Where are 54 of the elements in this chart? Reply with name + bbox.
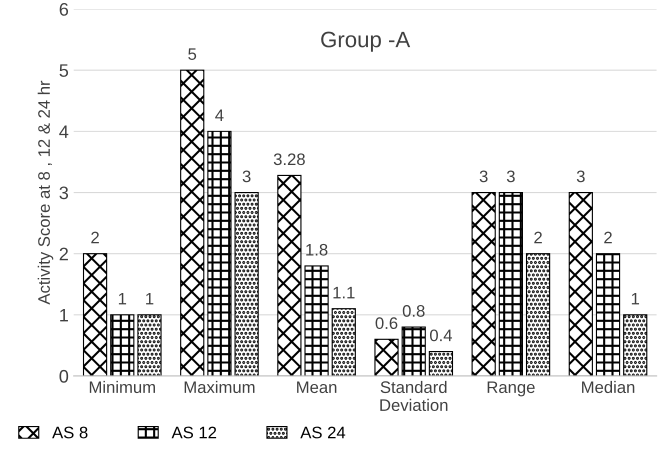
y-tick-label: 0 [60,370,68,383]
y-axis-title: Activity Score at 8 , 12 & 24 hr [38,80,54,305]
bar [596,253,620,376]
bar [277,174,302,376]
bar [472,192,496,376]
bar [374,338,399,376]
x-tick-label: Maximum [184,380,254,394]
data-label: 0.8 [402,305,425,317]
y-tick-label: 4 [59,125,68,138]
data-label: 2 [534,232,542,244]
bar [82,253,108,376]
x-tick-label: Range [488,381,535,396]
data-label: 1 [118,292,126,304]
legend-label: AS 24 [300,426,346,438]
y-tick-label: 2 [60,248,68,260]
legend-label: AS 8 [52,426,88,438]
data-label: 2 [604,232,612,244]
data-label: 4 [215,110,224,121]
bar [304,265,329,376]
x-tick-label: Median [582,380,634,394]
y-tick-label: 3 [59,186,68,200]
bar [498,192,523,376]
bar [428,350,454,376]
text: Group -A [321,32,410,52]
data-label: 1.1 [333,286,355,298]
data-label: 0.4 [430,329,452,342]
bar [402,326,426,376]
x-tick-label: Mean [297,381,336,394]
bar [568,192,593,376]
data-label: 3 [242,170,251,182]
bar [180,70,204,376]
data-label: 3 [506,170,515,182]
bar [137,314,162,376]
bar [207,130,232,376]
data-label: 1 [146,292,154,304]
bar [623,314,648,376]
x-tick-label: Standard Deviation [380,380,448,412]
y-tick-label: 6 [60,2,68,16]
data-label: 1 [632,292,640,304]
data-label: 5 [188,48,196,60]
data-label: 3 [576,170,585,182]
data-label: 0.6 [376,317,398,330]
data-label: 2 [91,232,99,244]
x-tick-label: Minimum [90,380,155,394]
bar [234,192,259,376]
bar [332,308,356,376]
data-label: 3 [480,170,488,182]
data-label: 1.8 [306,244,328,256]
bar [526,253,550,376]
y-tick-label: 5 [60,64,68,77]
bar [110,314,134,376]
data-label: 3.28 [274,153,305,166]
legend-label: AS 12 [172,426,216,438]
y-tick-label: 1 [60,308,68,322]
